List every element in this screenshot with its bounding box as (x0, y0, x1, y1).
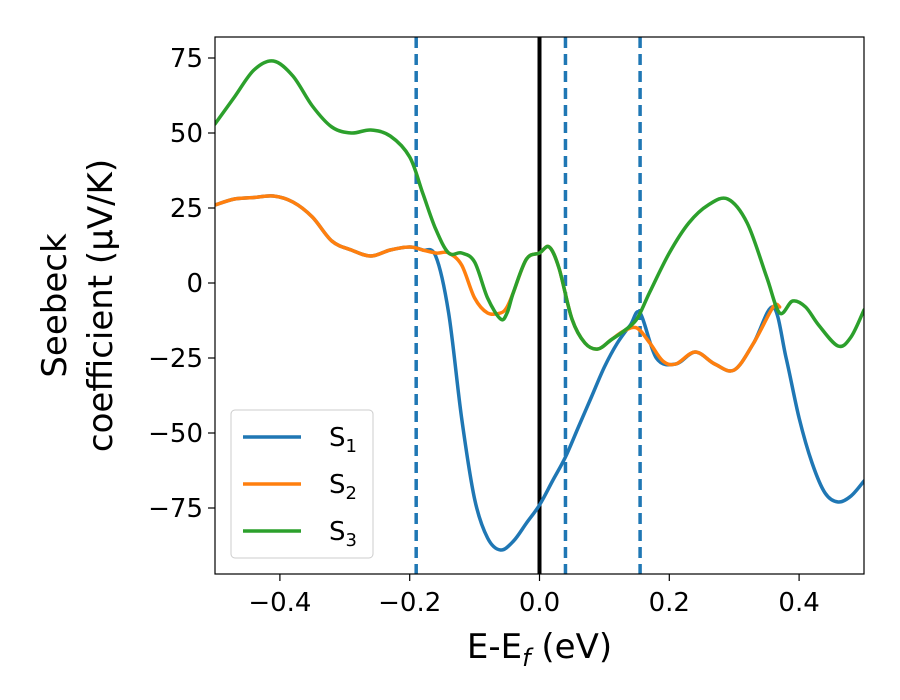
series-layer (215, 59, 864, 552)
y-axis-title-line1: Seebeck (35, 233, 75, 378)
y-tick-label: 50 (170, 119, 203, 149)
series-line-s3 (215, 59, 864, 351)
y-axis-title-line2: coefficient (μV/K) (81, 159, 121, 452)
x-axis-ticks: −0.4 −0.2 0.0 0.2 0.4 (248, 574, 820, 618)
legend-label-s1: S1 (329, 423, 357, 457)
x-tick-label: 0.2 (649, 588, 690, 618)
x-tick-label: 0.0 (519, 588, 560, 618)
x-tick-label: −0.4 (248, 588, 311, 618)
y-tick-label: −50 (148, 419, 203, 449)
x-tick-label: 0.4 (778, 588, 819, 618)
legend-label-s3: S3 (329, 517, 357, 551)
legend-label-s2: S2 (329, 470, 357, 504)
vertical-reference-lines (414, 37, 642, 574)
y-tick-label: 25 (170, 194, 203, 224)
x-tick-label: −0.2 (378, 588, 441, 618)
y-tick-label: −25 (148, 344, 203, 374)
x-axis-title: E-Ef (eV) (467, 627, 612, 672)
series-line-s2 (215, 194, 782, 373)
legend-box (230, 409, 374, 559)
y-axis-ticks: 75 50 25 0 −25 −50 −75 (148, 44, 215, 524)
y-tick-label: 0 (186, 269, 203, 299)
y-tick-label: 75 (170, 44, 203, 74)
y-tick-label: −75 (148, 494, 203, 524)
legend: S1 S2 S3 (230, 409, 374, 559)
